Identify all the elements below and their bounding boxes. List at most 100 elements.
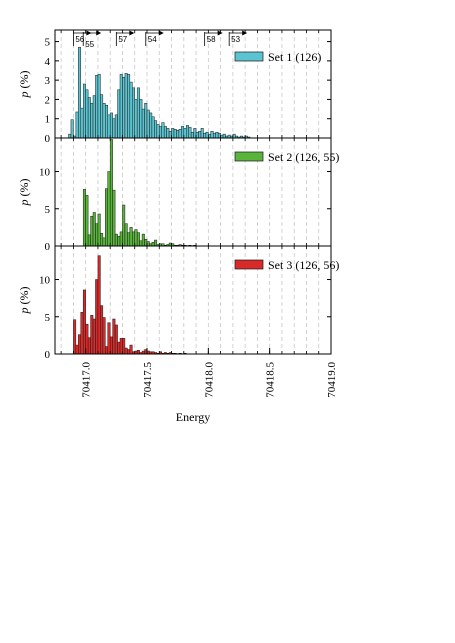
histogram-bar bbox=[200, 128, 204, 139]
histogram-bar bbox=[112, 189, 116, 247]
histogram-bar bbox=[102, 237, 106, 247]
marker-label: 54 bbox=[148, 35, 157, 44]
histogram-bar bbox=[97, 74, 101, 139]
histogram-bar bbox=[161, 122, 165, 139]
x-tick-label: 70417.0 bbox=[81, 362, 93, 398]
histogram-bar bbox=[134, 99, 138, 139]
histogram-bar bbox=[85, 195, 89, 247]
histogram-bar bbox=[90, 215, 94, 247]
histogram-bar bbox=[210, 131, 214, 139]
legend-label: Set 2 (126, 55) bbox=[268, 150, 339, 164]
histogram-bar bbox=[90, 103, 94, 139]
y-axis-label: p (%) bbox=[17, 179, 31, 207]
marker-arrowhead bbox=[96, 30, 102, 36]
marker-label: 56 bbox=[75, 35, 84, 44]
histogram-bar bbox=[129, 81, 133, 139]
histogram-bar bbox=[139, 240, 143, 247]
histogram-bar bbox=[129, 344, 133, 355]
histogram-bar bbox=[78, 334, 82, 355]
histogram-bar bbox=[129, 227, 133, 247]
histogram-bar bbox=[100, 94, 104, 139]
histogram-bar bbox=[109, 112, 113, 139]
histogram-bar bbox=[97, 255, 101, 355]
y-tick-label: 5 bbox=[45, 204, 51, 216]
marker-55: 55 bbox=[82, 30, 102, 49]
histogram-bar bbox=[68, 133, 72, 139]
histogram-bar bbox=[151, 116, 155, 139]
marker-57: 57 bbox=[115, 30, 135, 46]
histogram-bar bbox=[92, 318, 96, 355]
legend-swatch bbox=[234, 51, 264, 62]
y-tick-label: 10 bbox=[39, 167, 51, 179]
histogram-bar bbox=[87, 234, 91, 247]
panel-middle: 0 5 10 p (%) Set 2 (126, 55) bbox=[17, 137, 339, 253]
histogram-bar bbox=[203, 132, 207, 139]
histogram-bar bbox=[173, 129, 177, 139]
histogram-bar bbox=[190, 131, 194, 139]
histogram-bar bbox=[122, 77, 126, 139]
histogram-bar bbox=[80, 312, 84, 355]
histogram-bar bbox=[146, 109, 150, 139]
y-tick-label: 1 bbox=[45, 114, 51, 126]
histogram-bar bbox=[107, 171, 111, 247]
histogram-bar bbox=[176, 130, 180, 139]
marker-arrowhead bbox=[158, 30, 164, 36]
marker-label: 57 bbox=[118, 35, 127, 44]
histogram-bar bbox=[114, 233, 118, 247]
histogram-bar bbox=[82, 289, 86, 355]
panel-bottom: 0 5 10 p (%) Set 3 (126, 56) 70417.0 70417.5 70… bbox=[17, 245, 339, 424]
histogram-bar bbox=[100, 305, 104, 355]
y-tick-label: 0 bbox=[45, 133, 51, 145]
marker-58: 58 bbox=[204, 30, 223, 46]
histogram-bar bbox=[117, 236, 121, 247]
histogram-bar bbox=[75, 111, 79, 139]
x-tick-label: 70418.5 bbox=[265, 362, 277, 398]
x-tick-label: 70417.5 bbox=[142, 362, 154, 398]
histogram-bar bbox=[90, 315, 94, 355]
y-tick-label: 5 bbox=[45, 37, 51, 49]
y-axis-label: p (%) bbox=[17, 287, 31, 315]
histogram-bar bbox=[132, 87, 135, 139]
histogram-bar bbox=[87, 337, 91, 355]
marker-label: 58 bbox=[207, 35, 216, 44]
histogram-bar bbox=[136, 232, 140, 247]
histogram-bar bbox=[141, 108, 145, 139]
marker-arrowhead bbox=[217, 30, 223, 36]
histogram-bar bbox=[124, 223, 128, 247]
y-tick-label: 10 bbox=[39, 275, 51, 287]
marker-arrowhead bbox=[129, 30, 135, 36]
histogram-bar bbox=[112, 118, 116, 139]
histogram-bar bbox=[127, 232, 131, 247]
y-tick-label: 0 bbox=[45, 241, 51, 253]
x-tick-label: 70419.0 bbox=[326, 362, 338, 398]
histogram-bar bbox=[107, 114, 111, 139]
histogram-bar bbox=[78, 47, 82, 139]
histogram-bar bbox=[105, 346, 108, 355]
y-tick-label: 0 bbox=[45, 349, 51, 361]
legend-swatch bbox=[234, 259, 264, 270]
histogram-bar bbox=[80, 107, 84, 139]
histogram-bar bbox=[100, 233, 104, 247]
y-tick-label: 3 bbox=[45, 75, 51, 87]
legend-label: Set 3 (126, 56) bbox=[268, 258, 339, 272]
histogram-bar bbox=[109, 139, 113, 247]
histogram-bar bbox=[141, 233, 145, 247]
histogram-bar bbox=[178, 129, 182, 139]
histogram-bar bbox=[105, 104, 108, 139]
histogram-bar bbox=[85, 89, 89, 139]
histogram-bar bbox=[127, 349, 131, 355]
histogram-bar bbox=[136, 350, 140, 355]
y-tick-label: 5 bbox=[45, 312, 51, 324]
marker-53: 53 bbox=[228, 30, 248, 46]
y-axis-label: p (%) bbox=[17, 71, 31, 99]
y-tick-label: 2 bbox=[45, 94, 51, 106]
histogram-bar bbox=[124, 347, 128, 355]
histogram-bar bbox=[95, 75, 99, 139]
histogram-bar bbox=[117, 341, 121, 355]
histogram-bar bbox=[114, 114, 118, 139]
histogram-bar bbox=[112, 318, 116, 355]
marker-label: 55 bbox=[85, 40, 94, 49]
histogram-bar bbox=[97, 213, 101, 247]
marker-label: 53 bbox=[231, 35, 240, 44]
